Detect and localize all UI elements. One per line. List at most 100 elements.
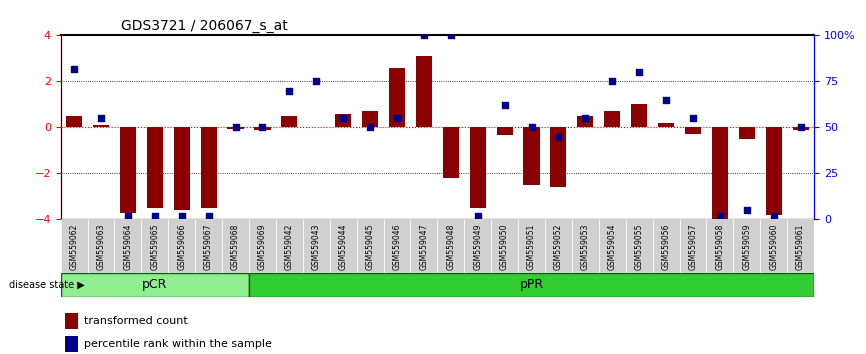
Point [471, 213, 485, 219]
FancyBboxPatch shape [625, 219, 653, 273]
Bar [469, 127, 486, 208]
Text: GSM559054: GSM559054 [608, 224, 617, 270]
FancyBboxPatch shape [195, 219, 222, 273]
Point [766, 213, 780, 219]
FancyBboxPatch shape [61, 219, 87, 273]
FancyBboxPatch shape [249, 219, 276, 273]
Text: GSM559057: GSM559057 [688, 224, 697, 270]
Text: GSM559045: GSM559045 [365, 224, 375, 270]
FancyBboxPatch shape [598, 219, 625, 273]
FancyBboxPatch shape [518, 219, 545, 273]
Point [740, 207, 753, 213]
FancyBboxPatch shape [734, 219, 760, 273]
Point [632, 69, 646, 75]
Text: GSM559069: GSM559069 [258, 224, 267, 270]
FancyBboxPatch shape [787, 219, 814, 273]
Text: GSM559053: GSM559053 [581, 224, 590, 270]
Text: GSM559064: GSM559064 [123, 224, 132, 270]
Bar [281, 116, 297, 127]
Point [363, 125, 377, 130]
Bar [443, 127, 459, 178]
Text: GSM559044: GSM559044 [339, 224, 347, 270]
Point [444, 33, 458, 38]
Text: GSM559052: GSM559052 [554, 224, 563, 270]
Text: GSM559046: GSM559046 [392, 224, 402, 270]
FancyBboxPatch shape [410, 219, 437, 273]
Bar [792, 127, 809, 130]
Text: pCR: pCR [142, 279, 167, 291]
FancyBboxPatch shape [680, 219, 707, 273]
Point [390, 115, 404, 121]
Point [94, 115, 108, 121]
Point [336, 115, 350, 121]
Bar [65, 336, 78, 352]
Bar [362, 111, 378, 127]
FancyBboxPatch shape [330, 219, 357, 273]
Point [202, 213, 216, 219]
FancyBboxPatch shape [168, 219, 195, 273]
FancyBboxPatch shape [437, 219, 464, 273]
Text: GSM559056: GSM559056 [662, 224, 670, 270]
Point [578, 115, 592, 121]
Text: GSM559060: GSM559060 [769, 224, 779, 270]
Bar [685, 127, 701, 134]
Text: GSM559055: GSM559055 [635, 224, 643, 270]
Text: GSM559062: GSM559062 [69, 224, 79, 270]
FancyBboxPatch shape [707, 219, 734, 273]
FancyBboxPatch shape [141, 219, 168, 273]
Point [793, 125, 807, 130]
FancyBboxPatch shape [545, 219, 572, 273]
Point [68, 66, 81, 72]
Point [525, 125, 539, 130]
Bar [146, 127, 163, 208]
Bar [578, 116, 593, 127]
Text: GSM559065: GSM559065 [151, 224, 159, 270]
Point [229, 125, 242, 130]
Point [659, 97, 673, 103]
Point [148, 213, 162, 219]
Bar [335, 114, 352, 127]
Point [605, 79, 619, 84]
Bar [523, 127, 540, 185]
Text: GSM559061: GSM559061 [796, 224, 805, 270]
Text: GSM559048: GSM559048 [446, 224, 456, 270]
FancyBboxPatch shape [303, 219, 330, 273]
Bar [173, 127, 190, 210]
Bar [658, 123, 674, 127]
Bar [631, 104, 647, 127]
Point [552, 134, 565, 139]
Text: disease state ▶: disease state ▶ [9, 280, 84, 290]
Text: GSM559058: GSM559058 [715, 224, 724, 270]
FancyBboxPatch shape [249, 273, 814, 297]
Point [175, 213, 189, 219]
Bar [65, 313, 78, 329]
FancyBboxPatch shape [276, 219, 303, 273]
FancyBboxPatch shape [464, 219, 491, 273]
Text: GSM559042: GSM559042 [285, 224, 294, 270]
Text: GSM559067: GSM559067 [204, 224, 213, 270]
Point [417, 33, 430, 38]
Text: GSM559066: GSM559066 [178, 224, 186, 270]
Bar [228, 127, 243, 129]
Point [713, 213, 727, 219]
FancyBboxPatch shape [61, 273, 249, 297]
Bar [551, 127, 566, 187]
Text: pPR: pPR [520, 279, 544, 291]
FancyBboxPatch shape [357, 219, 384, 273]
Text: percentile rank within the sample: percentile rank within the sample [85, 339, 272, 349]
FancyBboxPatch shape [760, 219, 787, 273]
Point [498, 103, 512, 108]
Bar [120, 127, 136, 212]
FancyBboxPatch shape [87, 219, 114, 273]
FancyBboxPatch shape [384, 219, 410, 273]
Text: GSM559047: GSM559047 [419, 224, 429, 270]
Point [309, 79, 323, 84]
Bar [66, 116, 82, 127]
Text: GSM559050: GSM559050 [500, 224, 509, 270]
Bar [389, 68, 405, 127]
Text: GSM559043: GSM559043 [312, 224, 320, 270]
Point [121, 213, 135, 219]
Text: transformed count: transformed count [85, 316, 188, 326]
Text: GSM559059: GSM559059 [742, 224, 752, 270]
FancyBboxPatch shape [572, 219, 598, 273]
